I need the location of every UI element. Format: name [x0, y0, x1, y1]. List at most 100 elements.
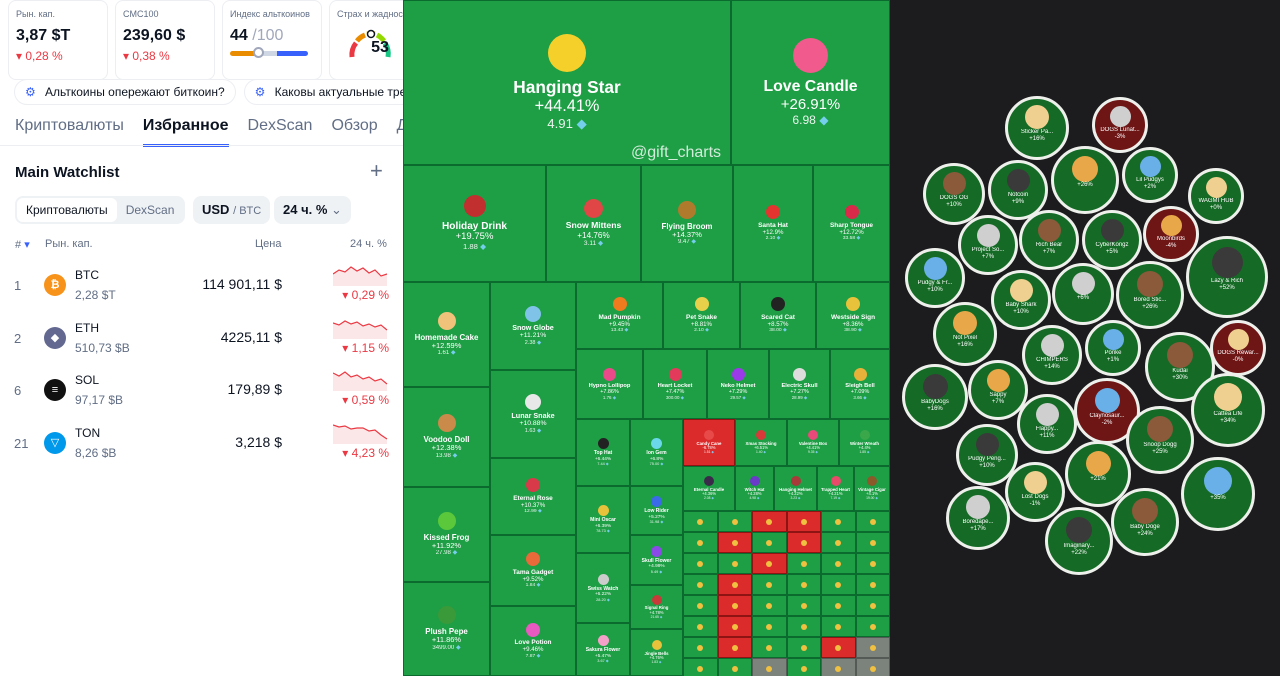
- gift-tile-small[interactable]: [717, 511, 752, 532]
- news-pill[interactable]: ⚙ Альткоины опережают биткоин?: [14, 79, 236, 105]
- gift-tile-small[interactable]: [786, 574, 821, 595]
- gift-tile[interactable]: Hypno Lollipop +7.86% 1.76 ◆: [576, 349, 643, 419]
- gift-tile[interactable]: Jingle Bells +4.76% 1.83 ◆: [630, 629, 683, 676]
- gift-tile-small[interactable]: [855, 595, 890, 616]
- stat-card-mcap[interactable]: Рын. кап. 3,87 $T ▾ 0,28 %: [8, 0, 108, 80]
- collection-bubble[interactable]: Lil Pudgys +2%: [1122, 147, 1178, 203]
- collection-bubble[interactable]: DOGS Lunat... -3%: [1092, 97, 1148, 153]
- gift-tile[interactable]: Kissed Frog +11.92% 27.98 ◆: [403, 487, 490, 582]
- collection-bubble[interactable]: CHIMPERS +14%: [1022, 325, 1082, 385]
- tab-cryptocurrencies[interactable]: Криптовалюты: [15, 117, 124, 134]
- collection-bubble[interactable]: Ponke +1%: [1085, 320, 1141, 376]
- tab-favorites[interactable]: Избранное: [142, 117, 229, 147]
- gift-tile-small[interactable]: [717, 532, 752, 553]
- gift-tile[interactable]: Hanging Helmet +4.22% 3.23 ◆: [774, 466, 817, 511]
- gift-tile[interactable]: Eternal Candle +4.36% 2.08 ◆: [683, 466, 735, 511]
- collection-bubble[interactable]: Cattea Life +34%: [1191, 373, 1265, 447]
- gift-tile[interactable]: Ion Gem +6.8% 75.00 ◆: [630, 419, 683, 486]
- col-change[interactable]: 24 ч. %: [350, 238, 387, 250]
- gift-tile-small[interactable]: [752, 532, 787, 553]
- gift-tile-small[interactable]: [683, 574, 718, 595]
- gift-tile-small[interactable]: [786, 658, 821, 676]
- gift-tile[interactable]: Love Potion +9.46% 7.87 ◆: [490, 606, 576, 676]
- gift-tile-small[interactable]: [821, 511, 856, 532]
- seg-dexscan[interactable]: DexScan: [125, 203, 175, 217]
- table-row[interactable]: 6 ≡ SOL 97,17 $B 179,89 $ ▾ 0,59 %: [0, 365, 403, 417]
- gift-tile[interactable]: Snow Mittens +14.76% 3.11 ◆: [546, 165, 641, 282]
- col-rank[interactable]: # ▾: [15, 239, 30, 251]
- gift-tile[interactable]: Sharp Tongue +12.72% 33.58 ◆: [813, 165, 890, 282]
- gift-tile[interactable]: Tama Gadget +9.52% 1.84 ◆: [490, 535, 576, 606]
- col-price[interactable]: Цена: [255, 238, 282, 250]
- gift-tile[interactable]: Top Hat +6.44% 7.44 ◆: [576, 419, 630, 486]
- collection-bubble[interactable]: Imaginary... +22%: [1045, 507, 1113, 575]
- gift-tile[interactable]: Holiday Drink +19.75% 1.88 ◆: [403, 165, 546, 282]
- collection-bubble[interactable]: Project So... +7%: [958, 215, 1018, 275]
- collection-bubble[interactable]: DOGS Rewar... -0%: [1210, 320, 1266, 376]
- gift-tile[interactable]: Hanging Star +44.41% 4.91 ◆: [403, 0, 731, 165]
- gift-tile-small[interactable]: [717, 553, 752, 574]
- gift-tile-small[interactable]: [821, 658, 856, 676]
- collection-bubble[interactable]: Baby Doge +24%: [1111, 488, 1179, 556]
- gift-tile-small[interactable]: [717, 574, 752, 595]
- gift-tile-small[interactable]: [683, 553, 718, 574]
- collection-bubble[interactable]: +35%: [1181, 457, 1255, 531]
- gift-tile-small[interactable]: [752, 637, 787, 658]
- gift-tile[interactable]: Flying Broom +14.37% 9.47 ◆: [641, 165, 733, 282]
- collection-bubble[interactable]: Lost Dogs -1%: [1005, 462, 1065, 522]
- gift-tile[interactable]: Witch Hat +4.28% 4.98 ◆: [735, 466, 774, 511]
- gift-tile-small[interactable]: [786, 532, 821, 553]
- table-row[interactable]: 2 ◆ ETH 510,73 $B 4225,11 $ ▾ 1,15 %: [0, 313, 403, 365]
- currency-select[interactable]: USD / BTC: [193, 196, 271, 224]
- collection-bubble[interactable]: Sticker Pa... +16%: [1005, 96, 1069, 160]
- gift-tile-small[interactable]: [786, 553, 821, 574]
- collection-bubble[interactable]: Pudgy & Fr... +10%: [905, 248, 965, 308]
- gift-tile[interactable]: Vintage Cigar +4.1% 19.00 ◆: [854, 466, 890, 511]
- gift-tile[interactable]: Westside Sign +8.36% 38.90 ◆: [816, 282, 890, 349]
- gift-tile-small[interactable]: [683, 532, 718, 553]
- gift-tile[interactable]: Voodoo Doll +12.38% 13.98 ◆: [403, 387, 490, 487]
- gift-tile[interactable]: Electric Skull +7.27% 28.99 ◆: [769, 349, 830, 419]
- gift-tile-small[interactable]: [717, 637, 752, 658]
- gift-tile[interactable]: Valentine Box +4.41% 9.35 ◆: [787, 419, 839, 466]
- gift-tile-small[interactable]: [683, 511, 718, 532]
- stat-card-altcoin-index[interactable]: Индекс альткоинов 44 /100: [222, 0, 322, 80]
- tab-more[interactable]: Д: [396, 117, 403, 134]
- gift-tile-small[interactable]: [855, 574, 890, 595]
- gift-tile-small[interactable]: [683, 637, 718, 658]
- collection-bubble[interactable]: +6%: [1052, 263, 1114, 325]
- gift-tile[interactable]: Mad Pumpkin +9.45% 13.43 ◆: [576, 282, 663, 349]
- gift-tile-small[interactable]: [717, 658, 752, 676]
- collection-bubble[interactable]: Boredape... +17%: [946, 486, 1010, 550]
- gift-tile-small[interactable]: [752, 616, 787, 637]
- collection-bubble[interactable]: Sappy +7%: [968, 360, 1028, 420]
- collection-bubble[interactable]: Moonbirds -4%: [1143, 206, 1199, 262]
- gift-tile[interactable]: Mini Oscar +6.39% 78.73 ◆: [576, 486, 630, 553]
- gift-tile[interactable]: Skull Flower +4.99% 5.49 ◆: [630, 535, 683, 585]
- gift-tile-small[interactable]: [717, 595, 752, 616]
- gift-tile[interactable]: Sakura Flower +5.47% 3.67 ◆: [576, 623, 630, 676]
- gift-tile-small[interactable]: [855, 658, 890, 676]
- stat-card-fear-greed[interactable]: Страх и жадность 53: [329, 0, 403, 80]
- gift-tile-small[interactable]: [821, 553, 856, 574]
- gift-tile-small[interactable]: [855, 637, 890, 658]
- gift-tile[interactable]: Love Candle +26.91% 6.98 ◆: [731, 0, 890, 165]
- collection-bubble[interactable]: Rich Bear +7%: [1019, 210, 1079, 270]
- gift-tile-small[interactable]: [855, 532, 890, 553]
- collection-bubble[interactable]: WAGMI HUB +0%: [1188, 168, 1244, 224]
- gift-tile-small[interactable]: [683, 658, 718, 676]
- gift-tile[interactable]: Pet Snake +8.81% 2.10 ◆: [663, 282, 740, 349]
- gift-tile[interactable]: Eternal Rose +10.37% 12.99 ◆: [490, 458, 576, 535]
- gift-tile[interactable]: Candy Cane -6.78% 1.51 ◆: [683, 419, 735, 466]
- gift-tile-small[interactable]: [717, 616, 752, 637]
- gift-tile-small[interactable]: [821, 616, 856, 637]
- gift-tile[interactable]: Neko Helmet +7.29% 29.57 ◆: [707, 349, 769, 419]
- collection-bubble[interactable]: Lazy & Rich +52%: [1186, 236, 1268, 318]
- tab-dexscan[interactable]: DexScan: [247, 117, 313, 134]
- gift-tile-small[interactable]: [786, 511, 821, 532]
- gift-tile-small[interactable]: [786, 616, 821, 637]
- table-row[interactable]: 1 ₿ BTC 2,28 $T 114 901,11 $ ▾ 0,29 %: [0, 260, 403, 312]
- gift-tile[interactable]: Low Rider +5.27% 31.98 ◆: [630, 486, 683, 535]
- gift-tile[interactable]: Trapped Heart +4.21% 7.19 ◆: [817, 466, 854, 511]
- gift-tile[interactable]: Santa Hat +12.9% 2.10 ◆: [733, 165, 813, 282]
